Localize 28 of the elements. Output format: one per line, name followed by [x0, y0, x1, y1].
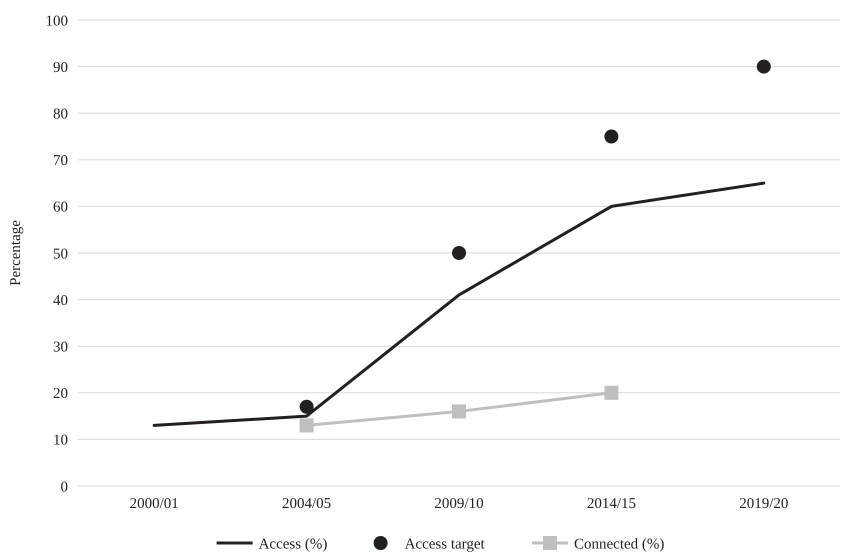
y-tick-label: 0 [60, 479, 68, 496]
y-tick-label: 80 [53, 106, 68, 122]
legend-label: Access (%) [258, 536, 328, 552]
x-tick-label: 2014/15 [586, 496, 636, 512]
y-tick-label: 70 [53, 153, 68, 170]
y-tick-label: 50 [53, 246, 68, 262]
y-tick-label: 40 [53, 292, 68, 309]
legend-label: Connected (%) [574, 536, 664, 552]
y-tick-label: 60 [53, 200, 68, 216]
y-tick-label: 30 [53, 339, 68, 356]
legend-label: Access target [404, 536, 486, 552]
point [756, 60, 771, 74]
y-tick-label: 20 [53, 386, 68, 402]
point [300, 400, 314, 414]
x-tick-label: 2000/01 [130, 496, 179, 512]
x-tick-label: 2004/05 [282, 496, 332, 512]
point [300, 418, 314, 432]
y-tick-label: 10 [53, 432, 68, 449]
point [452, 404, 466, 418]
y-axis-title: Percentage [8, 220, 24, 286]
line-series [152, 182, 766, 427]
point [604, 386, 618, 400]
point [452, 246, 466, 260]
point [604, 130, 618, 144]
x-tick-label: 2019/20 [739, 496, 788, 512]
y-tick-label: 100 [46, 13, 68, 30]
y-tick-label: 90 [53, 60, 68, 76]
x-tick-label: 2009/10 [434, 496, 484, 512]
